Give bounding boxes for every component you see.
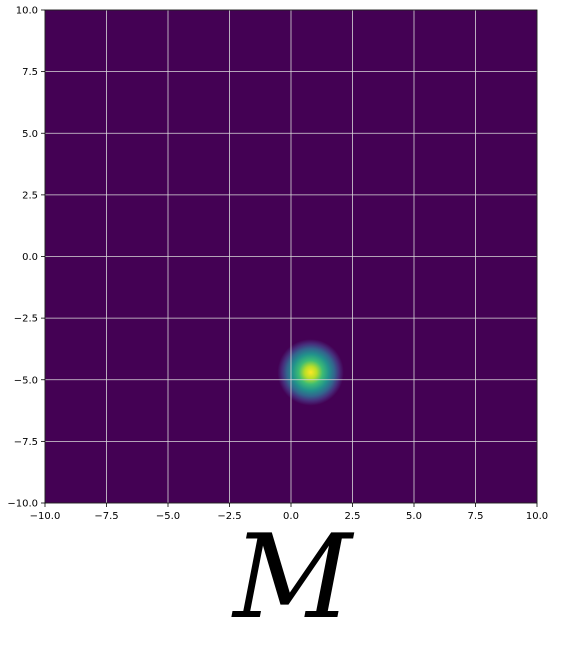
x-tick-label: 0.0 bbox=[283, 511, 299, 520]
caption-symbol: M bbox=[233, 510, 352, 645]
y-tick-label: 7.5 bbox=[22, 67, 38, 78]
x-tick-label: −5.0 bbox=[156, 511, 180, 520]
y-tick-label: −2.5 bbox=[14, 314, 38, 325]
x-axis: −10.0 −7.5 −5.0 −2.5 0.0 2.5 5.0 7.5 10.0 bbox=[30, 503, 548, 520]
y-tick-label: 0.0 bbox=[22, 252, 38, 263]
x-tick-label: 5.0 bbox=[406, 511, 422, 520]
y-tick-label: 10.0 bbox=[16, 6, 38, 17]
heatmap-chart: −10.0 −7.5 −5.0 −2.5 0.0 2.5 5.0 7.5 10.0 10.0 7.… bbox=[7, 6, 548, 521]
y-tick-label: −5.0 bbox=[14, 375, 38, 386]
y-axis: 10.0 7.5 5.0 2.5 0.0 −2.5 −5.0 −7.5 −10.0 bbox=[7, 6, 45, 510]
x-tick-label: −7.5 bbox=[94, 511, 118, 520]
x-tick-label: 2.5 bbox=[345, 511, 361, 520]
x-tick-label: 10.0 bbox=[526, 511, 548, 520]
x-tick-label: −2.5 bbox=[217, 511, 241, 520]
y-tick-label: −7.5 bbox=[14, 437, 38, 448]
heatmap-peak bbox=[277, 339, 344, 406]
x-tick-label: −10.0 bbox=[30, 511, 61, 520]
y-tick-label: −10.0 bbox=[7, 499, 38, 510]
y-tick-label: 2.5 bbox=[22, 190, 38, 201]
y-tick-label: 5.0 bbox=[22, 129, 38, 140]
x-tick-label: 7.5 bbox=[468, 511, 484, 520]
